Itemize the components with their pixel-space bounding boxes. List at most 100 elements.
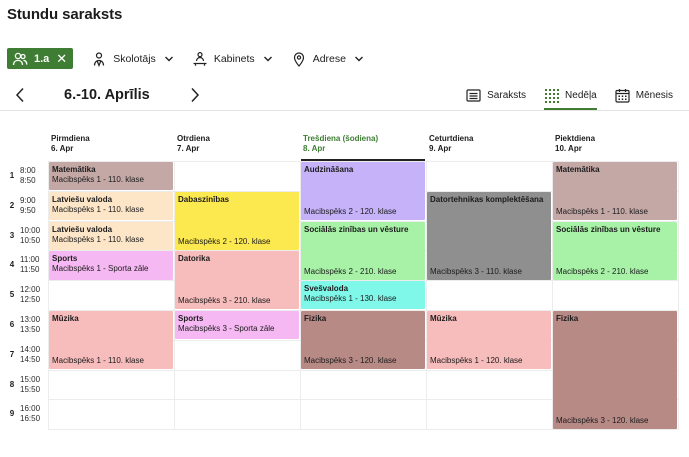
calendar-icon xyxy=(615,88,630,103)
period-time: 14:00 14:50 xyxy=(20,345,40,365)
week-navigation: 6.-10. Aprīlis xyxy=(13,84,202,106)
lesson-block[interactable]: Fizika Macibspēks 3 - 120. klase xyxy=(553,311,677,429)
day-date: 7. Apr xyxy=(177,144,200,153)
lesson-subject: Datorika xyxy=(178,254,211,264)
period-time: 11:00 11:50 xyxy=(20,255,39,275)
day-name: Otrdiena xyxy=(177,134,210,143)
lesson-subject: Latviešu valoda xyxy=(52,194,113,204)
lesson-room: Macibspēks 3 - 120. klase xyxy=(556,415,649,425)
lesson-room: Macibspēks 2 - 210. klase xyxy=(304,266,397,276)
view-week-label: Nedēļa xyxy=(565,89,597,101)
column-divider xyxy=(426,161,427,430)
lesson-subject: Audzināšana xyxy=(304,165,354,174)
next-week-button[interactable] xyxy=(188,86,202,104)
lesson-block[interactable]: Matemātika Macibspēks 1 - 110. klase xyxy=(553,162,677,221)
lesson-block[interactable]: Sociālās zinības un vēsture Macibspēks 2 … xyxy=(301,221,425,280)
period-end: 15:50 xyxy=(20,384,41,394)
lesson-block[interactable]: Mūzika Macibspēks 1 - 120. klase xyxy=(427,311,551,370)
period-start: 10:00 xyxy=(20,225,41,235)
lesson-block[interactable]: Fizika Macibspēks 3 - 120. klase xyxy=(301,311,425,370)
row-divider xyxy=(48,369,678,371)
row-divider xyxy=(48,399,678,401)
lesson-block[interactable]: Sociālās zinības un vēsture Macibspēks 2 … xyxy=(553,221,677,280)
lesson-subject: Svešvaloda xyxy=(304,284,349,294)
period-number: 4 xyxy=(9,260,15,270)
view-month-button[interactable]: Mēnesis xyxy=(615,83,673,107)
day-name: Ceturtdiena xyxy=(429,134,474,143)
classroom-icon xyxy=(193,51,207,66)
lesson-block[interactable]: Sports Macibspēks 1 - Sporta zāle xyxy=(49,251,173,280)
lesson-block[interactable]: Latviešu valoda Macibspēks 1 - 110. klase xyxy=(49,191,173,221)
lesson-subject: Sports xyxy=(178,314,204,323)
lesson-room: Macibspēks 3 - 120. klase xyxy=(304,356,397,366)
week-grid-icon xyxy=(545,88,560,103)
lesson-subject: Sports xyxy=(52,254,78,264)
period-number: 9 xyxy=(9,409,15,419)
close-icon[interactable]: ✕ xyxy=(56,51,68,66)
lesson-block[interactable]: Matemātika Macibspēks 1 - 110. klase xyxy=(49,162,173,191)
lesson-room: Macibspēks 2 - 210. klase xyxy=(556,266,649,276)
day-header: Trešdiena (šodiena) 8. Apr xyxy=(303,134,423,154)
day-header: Otrdiena 7. Apr xyxy=(177,134,297,154)
lesson-subject: Mūzika xyxy=(430,314,457,323)
app-title: Stundu saraksts xyxy=(7,6,123,23)
person-icon xyxy=(94,51,105,67)
lesson-subject: Matemātika xyxy=(52,165,96,174)
column-divider xyxy=(552,161,553,430)
period-number: 7 xyxy=(9,349,15,359)
lesson-room: Macibspēks 1 - 120. klase xyxy=(430,356,523,366)
period-end: 11:50 xyxy=(20,265,40,275)
list-icon xyxy=(466,88,481,102)
lesson-subject: Fizika xyxy=(556,314,579,323)
column-divider xyxy=(48,161,49,430)
lesson-room: Macibspēks 1 - 130. klase xyxy=(304,294,397,304)
lesson-room: Macibspēks 2 - 120. klase xyxy=(178,236,271,246)
period-start: 8:00 xyxy=(20,166,36,175)
day-name: Pirmdiena xyxy=(51,134,90,143)
lesson-block[interactable]: Latviešu valoda Macibspēks 1 - 110. klase xyxy=(49,221,173,250)
period-start: 11:00 xyxy=(20,255,40,265)
period-start: 9:00 xyxy=(20,195,36,205)
lesson-room: Macibspēks 2 - 120. klase xyxy=(304,207,397,217)
lesson-room: Macibspēks 1 - 110. klase xyxy=(52,204,144,214)
lesson-subject: Sociālās zinības un vēsture xyxy=(304,224,409,234)
week-range-label: 6.-10. Aprīlis xyxy=(64,87,150,103)
lesson-block[interactable]: Sports Macibspēks 3 - Sporta zāle xyxy=(175,311,299,340)
address-filter[interactable]: Adrese xyxy=(291,51,364,67)
period-time: 16:00 16:50 xyxy=(20,404,40,424)
column-divider xyxy=(300,161,301,430)
lesson-room: Macibspēks 1 - 110. klase xyxy=(52,175,144,184)
today-indicator xyxy=(301,159,425,161)
previous-week-button[interactable] xyxy=(13,86,27,104)
teacher-filter[interactable]: Skolotājs xyxy=(91,51,174,67)
lesson-block[interactable]: Svešvaloda Macibspēks 1 - 130. klase xyxy=(301,281,425,310)
view-list-button[interactable]: Saraksts xyxy=(466,83,526,107)
lesson-block[interactable]: Mūzika Macibspēks 1 - 110. klase xyxy=(49,311,173,370)
period-end: 8:50 xyxy=(20,176,36,185)
class-filter-chip[interactable]: 1.a ✕ xyxy=(7,48,74,69)
room-filter-label: Kabinets xyxy=(213,52,255,65)
row-divider xyxy=(48,161,678,162)
lesson-room: Macibspēks 3 - 110. klase xyxy=(430,266,522,276)
period-time: 15:00 15:50 xyxy=(20,375,40,395)
lesson-room: Macibspēks 1 - 110. klase xyxy=(52,234,144,244)
lesson-block[interactable]: Datorika Macibspēks 3 - 210. klase xyxy=(175,251,299,310)
lesson-block[interactable]: Audzināšana Macibspēks 2 - 120. klase xyxy=(301,162,425,221)
room-filter[interactable]: Kabinets xyxy=(192,51,273,67)
day-header: Piektdiena 10. Apr xyxy=(555,134,675,154)
period-number: 2 xyxy=(9,200,15,210)
lesson-subject: Matemātika xyxy=(556,165,600,174)
column-divider xyxy=(678,161,679,430)
day-date: 9. Apr xyxy=(429,144,452,153)
lesson-subject: Datortehnikas komplektēšana xyxy=(430,194,544,204)
period-end: 13:50 xyxy=(20,325,41,334)
lesson-block[interactable]: Datortehnikas komplektēšana Macibspēks 3 … xyxy=(427,191,551,280)
lesson-block[interactable]: Dabaszinības Macibspēks 2 - 120. klase xyxy=(175,191,299,250)
day-date: 8. Apr xyxy=(303,144,326,153)
group-icon xyxy=(12,52,28,65)
lesson-room: Macibspēks 3 - 210. klase xyxy=(178,296,271,306)
chevron-down-icon xyxy=(164,56,173,61)
chip-label: 1.a xyxy=(34,52,50,65)
view-week-button[interactable]: Nedēļa xyxy=(544,83,597,110)
chevron-left-icon xyxy=(15,87,24,103)
